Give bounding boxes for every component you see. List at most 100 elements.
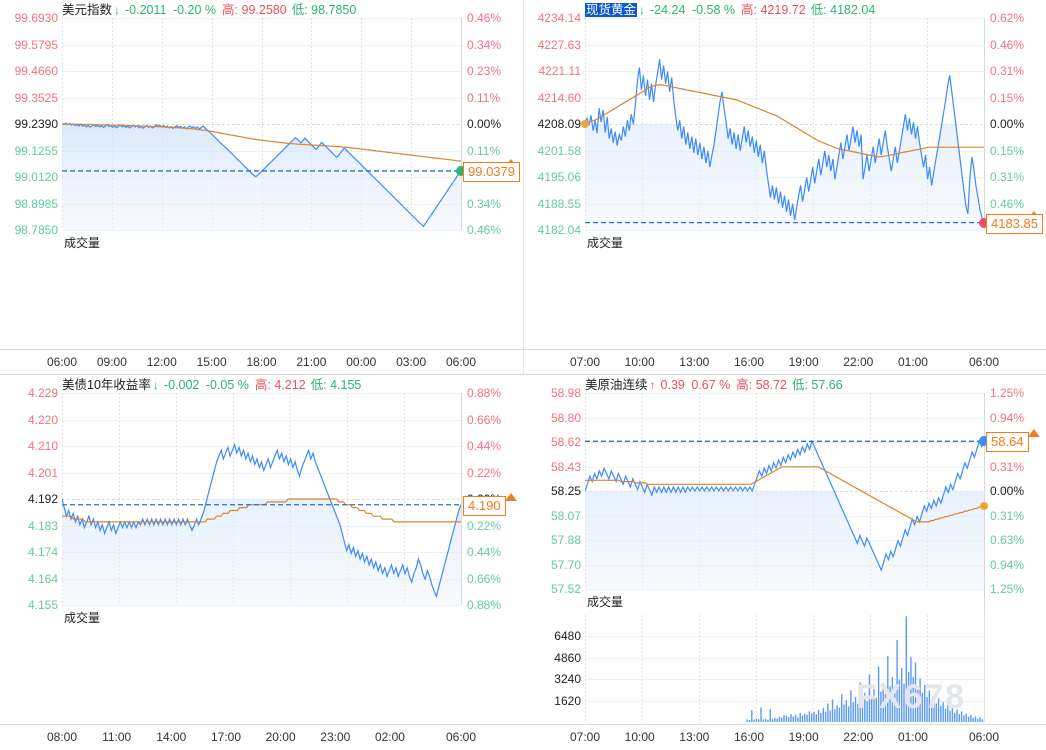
gridline-h <box>62 124 461 125</box>
volume-title: 成交量 <box>587 595 624 609</box>
panel-crude-oil[interactable]: 美原油连续 ↑ 0.39 0.67 % 高: 58.72 低: 57.66 58.98 58… <box>523 375 1046 750</box>
gridline-h <box>585 98 984 99</box>
y-axis-label-left: 4208.09 <box>537 117 581 131</box>
y-axis-label-right: 0.15% <box>990 143 1025 158</box>
panel-usd-index[interactable]: 美元指数 ↓ -0.2011 -0.20 % 高: 99.2580 低: 98.7850… <box>0 0 523 375</box>
gridline-v <box>311 18 312 230</box>
current-price-tag: 99.0379 <box>463 161 520 182</box>
x-axis-label: 19:00 <box>788 730 819 744</box>
gridline-h <box>62 71 461 72</box>
high-value: 高: 4219.72 <box>741 3 806 17</box>
volume-axis-label: 3240 <box>554 672 581 687</box>
price-series-svg <box>62 122 461 230</box>
panel-header-spot-gold: 现货黄金 ↓ -24.24 -0.58 % 高: 4219.72 低: 4182.04 <box>585 2 875 18</box>
y-axis-label-left: 99.2390 <box>14 117 58 131</box>
panel-divider-horizontal <box>0 374 1046 375</box>
x-axis-label: 06:00 <box>445 730 477 744</box>
price-arrow-marker <box>1028 429 1040 438</box>
x-axis-line <box>0 724 523 725</box>
gridline-v-volume <box>984 615 985 722</box>
watermark: FX678 <box>856 678 967 716</box>
gridline-h <box>585 45 984 46</box>
x-axis-label: 16:00 <box>733 730 764 744</box>
y-axis-label-left: 4182.04 <box>537 223 581 237</box>
plot-area-us10y-yield <box>62 393 462 606</box>
y-axis-label-right: 0.66% <box>467 412 502 427</box>
panel-divider-vertical <box>523 0 524 375</box>
y-axis-label-left: 57.52 <box>550 582 581 596</box>
start-dot <box>581 120 589 128</box>
x-axis-label: 09:00 <box>96 355 127 369</box>
volume-plot-crude-oil <box>585 615 985 722</box>
panel-spot-gold[interactable]: 现货黄金 ↓ -24.24 -0.58 % 高: 4219.72 低: 4182.04 4… <box>523 0 1046 375</box>
gridline-v <box>927 18 928 230</box>
y-axis-label-left: 99.3525 <box>14 90 58 105</box>
gridline-h <box>585 18 984 19</box>
y-axis-label-right: 0.88% <box>467 598 502 612</box>
gridline-h <box>585 467 984 468</box>
moving-average-line <box>585 84 984 158</box>
plot-area-crude-oil <box>585 393 989 590</box>
change-percent: -0.58 % <box>688 3 736 17</box>
price-line <box>62 122 461 228</box>
volume-axis-label: 4860 <box>554 650 581 665</box>
x-axis-label: 22:00 <box>843 730 874 744</box>
y-axis-label-left: 4.210 <box>27 439 58 453</box>
gridline-h <box>585 442 984 443</box>
y-axis-label-left: 4.164 <box>27 571 58 586</box>
gridline-h-volume <box>585 636 984 637</box>
arrow-down-icon: ↓ <box>152 378 159 392</box>
x-axis-label: 00:00 <box>346 355 377 369</box>
y-axis-label-left: 58.98 <box>550 386 581 400</box>
y-axis-line <box>984 393 985 722</box>
gridline-h <box>585 589 984 590</box>
panel-header-us10y-yield: 美债10年收益率 ↓ -0.002 -0.05 % 高: 4.212 低: 4.155 <box>62 377 361 393</box>
moving-average-line <box>62 123 461 162</box>
y-axis-label-right: 0.44% <box>467 439 502 453</box>
gridline-h <box>62 151 461 152</box>
x-axis-line <box>0 349 523 350</box>
gridline-h <box>62 45 461 46</box>
y-axis-label-left: 57.70 <box>550 557 581 572</box>
instrument-name[interactable]: 美债10年收益率 <box>62 378 151 392</box>
instrument-name[interactable]: 美原油连续 <box>585 378 648 392</box>
x-axis-label: 17:00 <box>210 730 241 744</box>
change-value: -24.24 <box>650 3 686 17</box>
x-axis-label: 06:00 <box>968 355 1000 369</box>
y-axis-label-right: 0.46% <box>467 11 502 25</box>
high-value: 高: 4.212 <box>254 378 306 392</box>
x-axis-label: 22:00 <box>843 355 874 369</box>
y-axis-label-right: 0.00% <box>467 117 502 131</box>
gridline-v <box>361 18 362 230</box>
current-price-dot <box>979 436 989 447</box>
y-axis-label-right: 1.25% <box>990 582 1025 596</box>
y-axis-label-left: 4195.06 <box>537 170 581 184</box>
gridline-v <box>870 18 871 230</box>
y-axis-label-right: 0.63% <box>990 533 1025 547</box>
change-value: 0.39 <box>660 378 685 392</box>
gridline-h <box>585 230 984 231</box>
y-axis-label-right: 0.00% <box>990 117 1025 131</box>
x-axis-label: 10:00 <box>624 355 655 369</box>
volume-title: 成交量 <box>587 236 624 250</box>
y-axis-label-left: 58.43 <box>550 459 581 474</box>
y-axis-label-right: 0.22% <box>467 518 502 533</box>
price-series-svg <box>585 59 984 230</box>
gridline-h <box>62 98 461 99</box>
gridline-v <box>699 18 700 230</box>
x-axis-label: 18:00 <box>246 355 277 369</box>
gridline-h-volume <box>585 679 984 680</box>
volume-axis-label: 6480 <box>554 629 581 644</box>
instrument-name[interactable]: 现货黄金 <box>585 3 638 17</box>
high-value: 高: 99.2580 <box>222 3 287 17</box>
gridline-v <box>756 18 757 230</box>
current-price-tag: 4183.85 <box>986 213 1043 234</box>
gridline-v <box>212 18 213 230</box>
price-series-svg <box>62 442 461 605</box>
x-axis-label: 19:00 <box>788 355 819 369</box>
x-axis-label: 23:00 <box>320 730 351 744</box>
gridline-v <box>870 393 871 589</box>
instrument-name[interactable]: 美元指数 <box>62 3 113 17</box>
panel-us10y-yield[interactable]: 美债10年收益率 ↓ -0.002 -0.05 % 高: 4.212 低: 4.155 4… <box>0 375 523 750</box>
